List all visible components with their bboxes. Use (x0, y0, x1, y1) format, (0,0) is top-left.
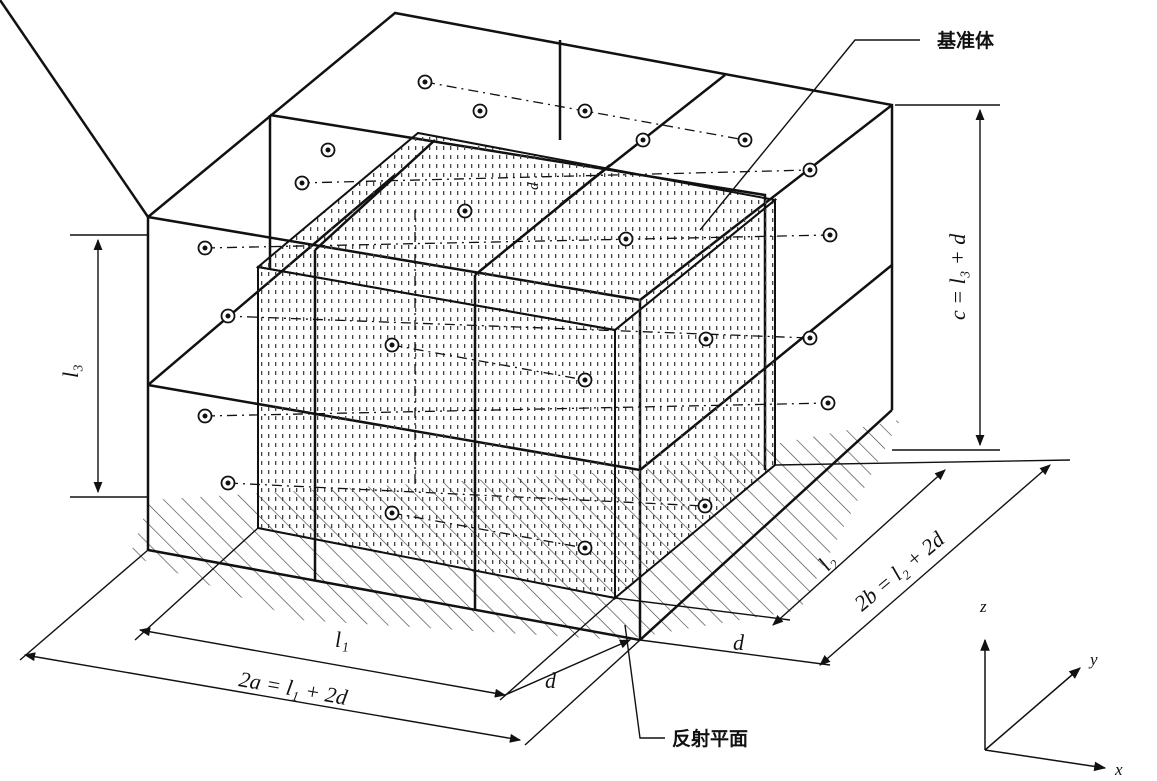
label-d-top: d (526, 182, 542, 190)
axis-indicator (980, 638, 1107, 772)
measurement-point-centers (202, 79, 833, 551)
label-axis-x: x (1114, 760, 1123, 779)
label-d-right: d (733, 630, 745, 655)
label-d-front: d (545, 668, 557, 693)
dimension-lines (19, 39, 1071, 746)
label-l1: l₁ (335, 627, 349, 652)
label-reflecting-plane: 反射平面 (672, 727, 748, 750)
label-l3: l₃ (58, 364, 83, 378)
reference-box (255, 131, 778, 610)
label-b-equation: 2b = l₂ + 2d (849, 526, 950, 616)
label-reference-box: 基准体 (936, 29, 995, 52)
label-axis-y: y (1088, 650, 1098, 669)
label-c-equation: c = l₃ + d (945, 233, 970, 320)
label-axis-z: z (979, 597, 987, 616)
label-a-equation: 2a = l₁ + 2d (237, 666, 350, 710)
